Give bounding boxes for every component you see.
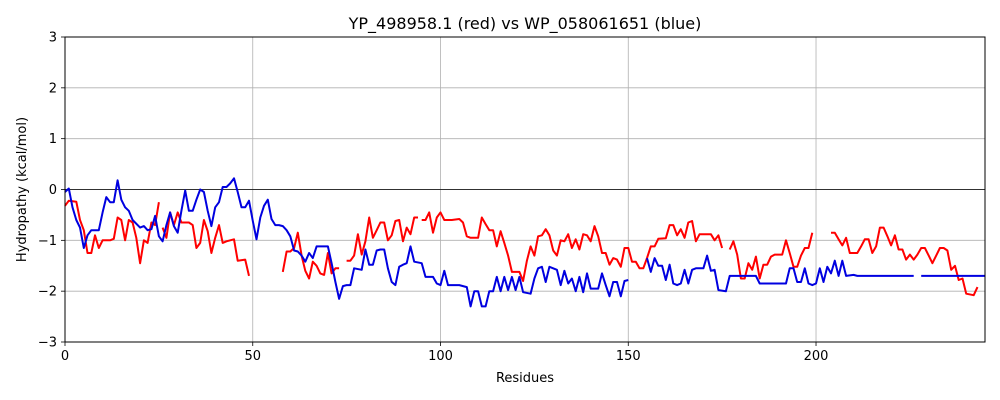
series-line-segment — [281, 231, 340, 280]
x-tick-label: 0 — [61, 349, 69, 364]
series-line-segment — [64, 177, 629, 308]
series-0 — [64, 199, 979, 297]
x-tick-label: 100 — [428, 349, 453, 364]
y-tick-label: −1 — [38, 234, 57, 249]
x-axis-label: Residues — [496, 371, 554, 386]
x-tick-label: 150 — [616, 349, 641, 364]
y-tick-label: −2 — [38, 285, 57, 300]
series-line-segment — [646, 254, 914, 293]
x-tick-label: 200 — [804, 349, 829, 364]
series-1 — [64, 177, 985, 308]
series-layer — [64, 177, 985, 308]
series-line-segment — [161, 211, 250, 277]
y-tick-label: 3 — [49, 31, 57, 46]
y-axis-ticks: −3 −2 −1 0 1 2 3 — [38, 31, 65, 351]
series-line-segment — [64, 199, 160, 265]
y-tick-label: −3 — [38, 336, 57, 351]
x-axis-ticks: 0 50 100 150 200 — [61, 342, 829, 364]
series-line-segment — [346, 216, 418, 262]
chart-title: YP_498958.1 (red) vs WP_058061651 (blue) — [348, 14, 702, 34]
y-axis-label: Hydropathy (kcal/mol) — [15, 117, 30, 262]
series-line-segment — [728, 232, 814, 280]
x-tick-label: 50 — [244, 349, 261, 364]
series-line-segment — [421, 211, 724, 282]
y-tick-label: 2 — [49, 81, 57, 96]
y-tick-label: 0 — [49, 183, 57, 198]
y-tick-label: 1 — [49, 132, 57, 147]
series-line-segment — [831, 226, 979, 297]
